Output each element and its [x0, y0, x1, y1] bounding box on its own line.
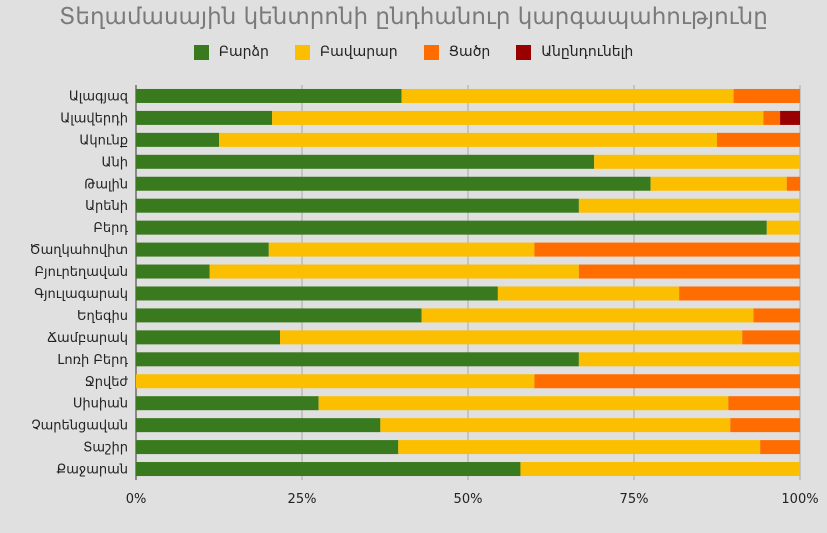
- bar-segment: [534, 242, 800, 257]
- bar-segment: [578, 352, 800, 367]
- bar-segment: [136, 330, 281, 345]
- category-label: Քաջարան: [56, 463, 128, 478]
- category-label: Արենի: [85, 199, 128, 214]
- bar-segment: [786, 176, 800, 191]
- x-tick-label: 75%: [620, 492, 649, 507]
- legend-swatch-satisfactory: [294, 44, 310, 60]
- x-tick-label: 100%: [781, 492, 818, 507]
- bar-segment: [578, 198, 800, 213]
- bar-segment: [679, 286, 800, 301]
- bar-segment: [594, 154, 800, 169]
- bar-segment: [136, 242, 269, 257]
- category-label: Չարենցավան: [31, 419, 128, 434]
- category-label: Տաշիր: [83, 441, 128, 456]
- bar-segment: [136, 352, 579, 367]
- bar-segment: [763, 110, 781, 125]
- bar-segment: [136, 418, 381, 433]
- bar-segment: [136, 396, 319, 411]
- category-label: Սիսիան: [73, 397, 128, 412]
- bar-segment: [401, 88, 734, 103]
- bar-segment: [318, 396, 729, 411]
- bar-segment: [780, 110, 800, 125]
- category-label: Ալագյազ: [69, 89, 129, 104]
- category-label: Ջրվեժ: [85, 375, 129, 390]
- bar-segment: [209, 264, 579, 279]
- legend-swatch-unacceptable: [516, 44, 532, 60]
- bar-segment: [650, 176, 787, 191]
- legend-label-satisfactory: Բավարար: [319, 44, 398, 60]
- category-label: Բերդ: [93, 221, 128, 236]
- category-label: Անի: [102, 155, 128, 170]
- category-label: Գյուլագարակ: [34, 287, 128, 302]
- legend-item-unacceptable[interactable]: Անընդունելի: [516, 44, 633, 60]
- bar-segment: [421, 308, 754, 323]
- legend-item-low[interactable]: Ցածր: [423, 44, 491, 60]
- legend-label-unacceptable: Անընդունելի: [541, 44, 634, 60]
- bar-segment: [760, 440, 800, 455]
- chart-legend: Բարձր Բավարար Ցածր Անընդունելի: [0, 44, 827, 60]
- legend-item-high[interactable]: Բարձր: [193, 44, 269, 60]
- bar-segment: [136, 374, 535, 389]
- category-label: Լոռի Բերդ: [57, 353, 128, 368]
- bar-segment: [136, 462, 521, 477]
- bar-segment: [136, 154, 595, 169]
- category-label: Ալավերդի: [60, 111, 128, 126]
- bar-segment: [136, 198, 579, 213]
- bar-segment: [520, 462, 800, 477]
- bar-segment: [136, 110, 273, 125]
- bar-segment: [136, 220, 767, 235]
- bar-segment: [730, 418, 800, 433]
- category-label: Ակունք: [79, 133, 128, 148]
- bar-segment: [136, 286, 498, 301]
- bar-segment: [578, 264, 800, 279]
- bar-segment: [753, 308, 800, 323]
- legend-swatch-low: [423, 44, 439, 60]
- x-tick-label: 50%: [454, 492, 483, 507]
- bar-segment: [280, 330, 743, 345]
- legend-item-satisfactory[interactable]: Բավարար: [294, 44, 398, 60]
- bar-segment: [136, 88, 402, 103]
- x-tick-label: 25%: [288, 492, 317, 507]
- bar-segment: [728, 396, 800, 411]
- bar-segment: [136, 132, 219, 147]
- legend-label-high: Բարձր: [218, 44, 269, 60]
- category-label: Եղեգիս: [77, 309, 128, 324]
- bar-segment: [766, 220, 800, 235]
- bar-segment: [398, 440, 761, 455]
- bar-segment: [272, 110, 764, 125]
- legend-swatch-high: [193, 44, 209, 60]
- bar-segment: [268, 242, 535, 257]
- bar-segment: [136, 440, 399, 455]
- bar-segment: [717, 132, 800, 147]
- bar-segment: [136, 264, 210, 279]
- category-label: Բյուրեղավան: [35, 265, 128, 280]
- category-label: Ճամբարակ: [47, 331, 128, 346]
- bar-segment: [742, 330, 800, 345]
- bar-segment: [534, 374, 800, 389]
- bar-segment: [497, 286, 680, 301]
- category-label: Ծաղկահովիտ: [29, 243, 128, 258]
- bar-segment: [733, 88, 800, 103]
- bar-segment: [136, 308, 422, 323]
- x-tick-label: 0%: [126, 492, 147, 507]
- legend-label-low: Ցածր: [448, 44, 491, 60]
- bar-segment: [136, 176, 651, 191]
- bar-segment: [380, 418, 731, 433]
- chart-title: Տեղամասային կենտրոնի ընդհանուր կարգապահո…: [59, 4, 768, 30]
- bar-segment: [219, 132, 717, 147]
- category-label: Թալին: [84, 177, 128, 192]
